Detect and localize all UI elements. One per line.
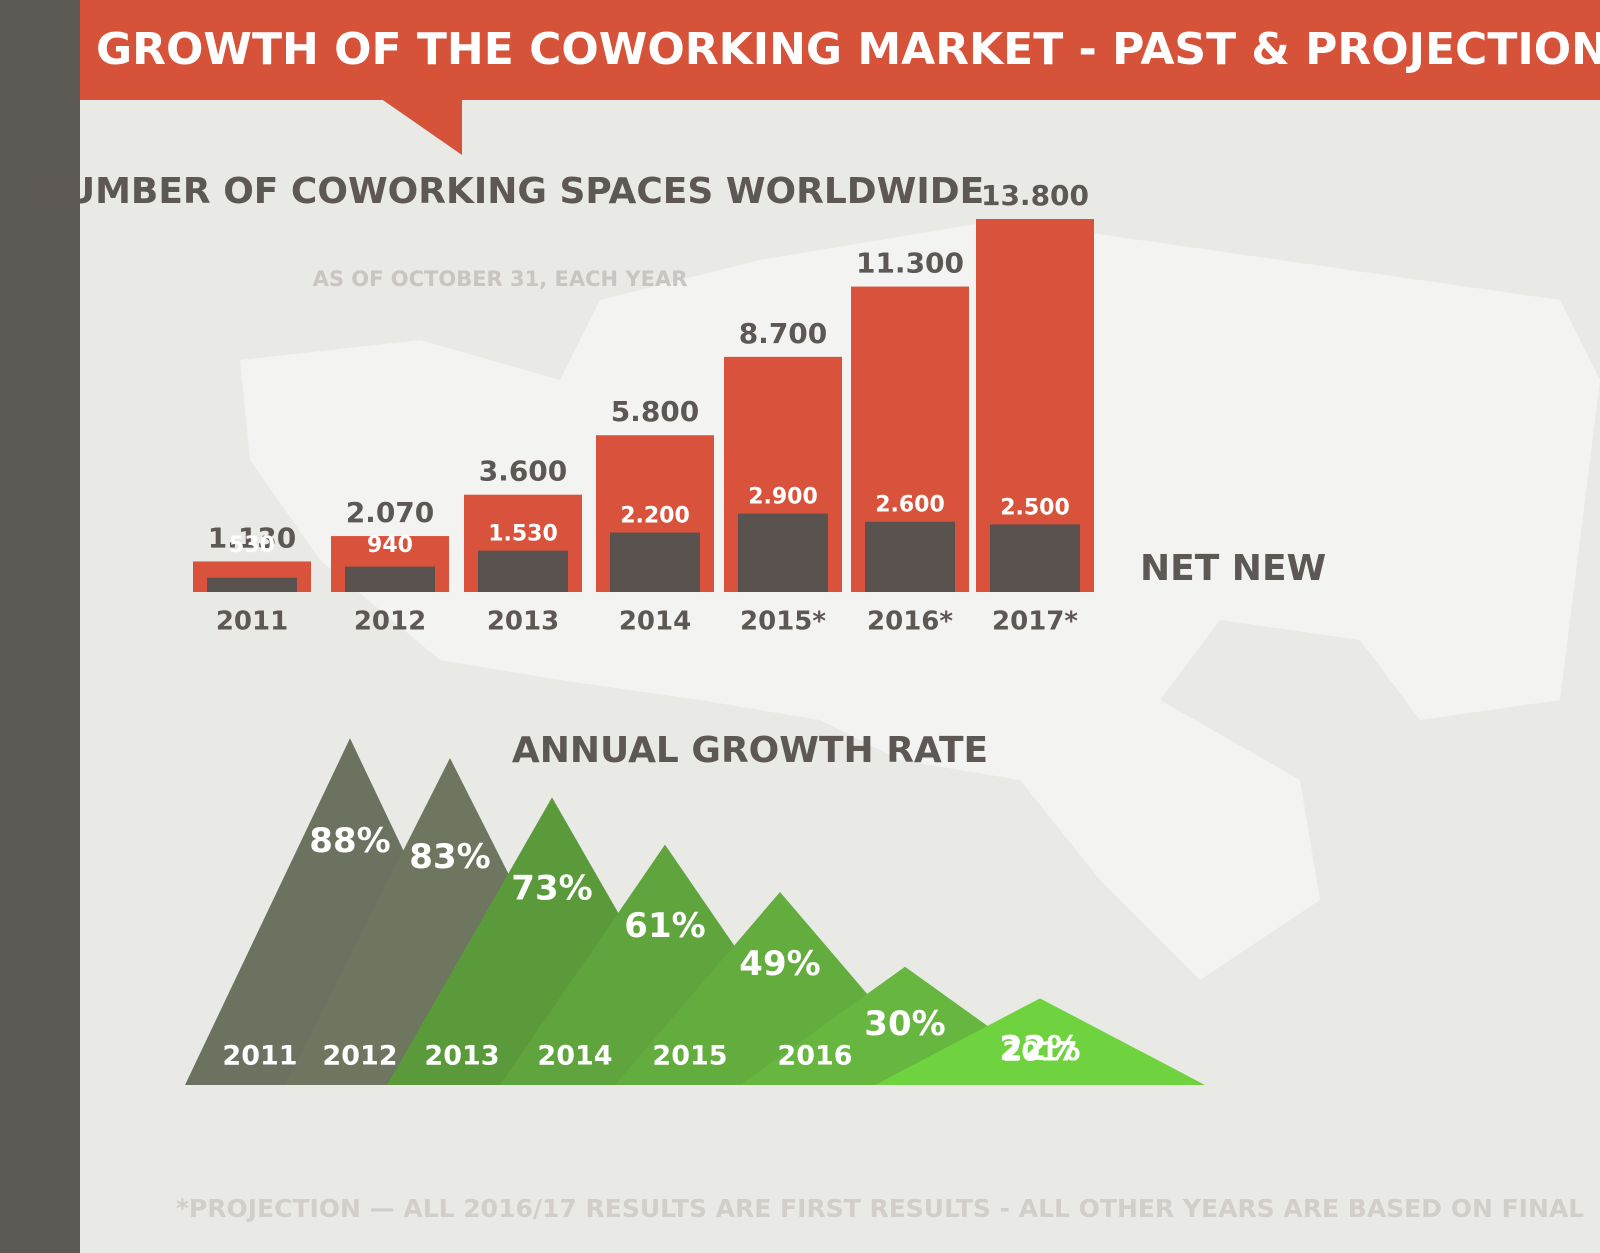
x-tick-label: 2017* — [992, 607, 1078, 637]
left-edge — [0, 0, 80, 1253]
net-new-bar — [865, 521, 955, 592]
growth-label: 73% — [511, 868, 592, 908]
header-band — [80, 0, 1600, 100]
x-tick-label: 2012 — [354, 607, 426, 637]
net-new-bar — [990, 524, 1080, 592]
world-map — [240, 220, 1600, 980]
growth-label: 61% — [624, 906, 705, 946]
x-tick-label: 2011 — [216, 607, 288, 637]
legend-entry: NET NEW — [1140, 548, 1326, 589]
growth-label: 83% — [409, 837, 490, 877]
net-new-label: 2.900 — [748, 485, 818, 510]
net-new-bar — [207, 577, 297, 592]
growth-label: 88% — [309, 821, 390, 861]
mountain-chart-title: ANNUAL GROWTH RATE — [512, 730, 988, 771]
growth-label: 22% — [999, 1029, 1080, 1069]
net-new-label: 530 — [229, 533, 275, 558]
year-label: 2016 — [777, 1041, 852, 1072]
page-title: GROWTH OF THE COWORKING MARKET - PAST & … — [96, 24, 1600, 75]
bar-chart-subtitle: AS OF OCTOBER 31, EACH YEAR — [313, 267, 688, 291]
growth-label: 49% — [739, 944, 820, 984]
x-tick-label: 2016* — [867, 607, 953, 637]
x-tick-label: 2014 — [619, 607, 691, 637]
total-label: 3.600 — [479, 455, 568, 488]
year-label: 2013 — [424, 1041, 499, 1072]
x-tick-label: 2015* — [740, 607, 826, 637]
total-label: 13.800 — [981, 179, 1089, 212]
growth-triangle — [875, 998, 1205, 1085]
net-new-bar — [610, 532, 700, 592]
growth-label: 30% — [864, 1004, 945, 1044]
net-new-label: 1.530 — [488, 522, 558, 547]
year-label: 2017 — [1002, 1037, 1077, 1068]
header-pointer — [380, 98, 462, 155]
net-new-label: 940 — [367, 533, 413, 558]
total-label: 11.300 — [856, 247, 964, 280]
bar-chart-title: NUMBER OF COWORKING SPACES WORLDWIDE — [36, 171, 985, 212]
year-label: 2011 — [222, 1041, 297, 1072]
year-label: 2015 — [652, 1041, 727, 1072]
total-label: 8.700 — [739, 317, 828, 350]
total-label: 5.800 — [611, 395, 700, 428]
year-label: 2014 — [537, 1041, 612, 1072]
net-new-bar — [345, 566, 435, 592]
total-label: 2.070 — [346, 496, 435, 529]
total-label: 1.130 — [208, 521, 297, 554]
year-label: 2012 — [322, 1041, 397, 1072]
net-new-label: 2.600 — [875, 493, 945, 518]
net-new-bar — [478, 550, 568, 592]
x-tick-label: 2013 — [487, 607, 559, 637]
net-new-label: 2.200 — [620, 504, 690, 529]
footnote: *PROJECTION — ALL 2016/17 RESULTS ARE FI… — [176, 1194, 1584, 1223]
net-new-bar — [738, 513, 828, 592]
net-new-label: 2.500 — [1000, 495, 1070, 520]
